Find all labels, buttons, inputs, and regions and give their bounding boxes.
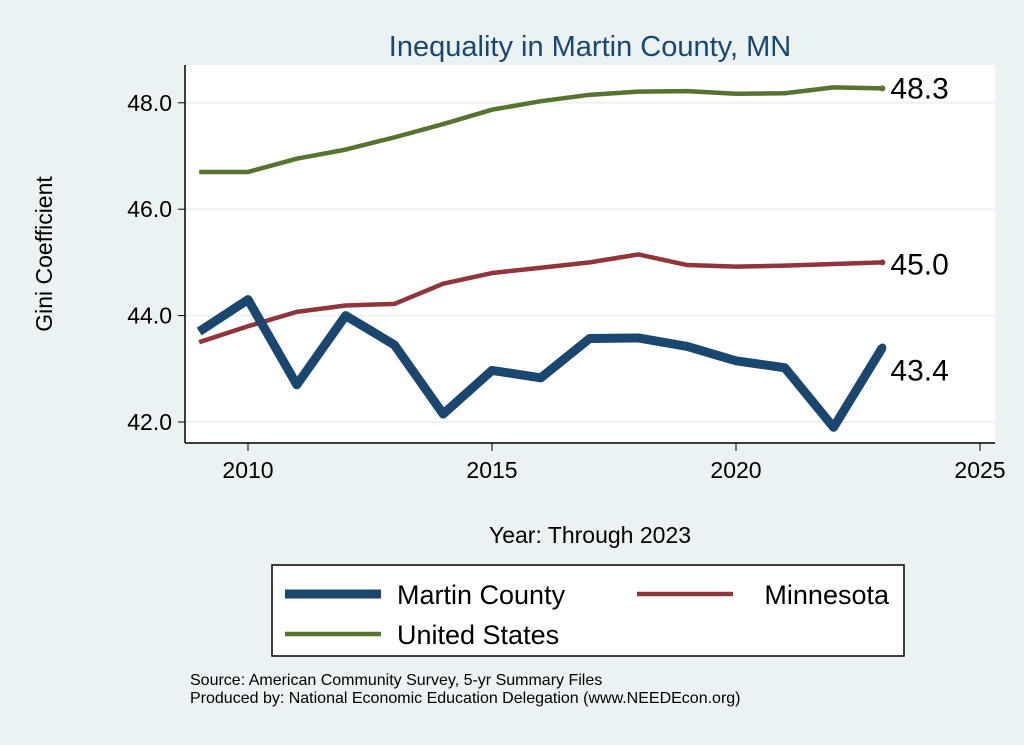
chart-title: Inequality in Martin County, MN [389, 31, 791, 63]
x-tick-label: 2020 [710, 457, 761, 483]
legend-label: Martin County [397, 580, 566, 610]
end-point [878, 343, 887, 352]
x-tick-label: 2025 [954, 457, 1005, 483]
y-axis-label: Gini Coefficient [31, 176, 57, 332]
x-tick-label: 2015 [466, 457, 517, 483]
series-line-martin-county [196, 295, 887, 432]
end-label: 48.3 [890, 72, 948, 105]
y-tick-label: 44.0 [127, 303, 172, 329]
plot-area [185, 65, 995, 443]
series-line-minnesota [198, 252, 883, 345]
x-tick-label: 2010 [222, 457, 273, 483]
x-axis-label: Year: Through 2023 [489, 522, 691, 548]
series-line-united-states [199, 85, 883, 175]
y-tick-label: 48.0 [127, 90, 172, 116]
y-tick-label: 46.0 [127, 196, 172, 222]
source-note: Source: American Community Survey, 5-yr … [190, 672, 603, 689]
legend-label: Minnesota [764, 580, 890, 610]
y-tick-label: 42.0 [127, 409, 172, 435]
legend-label: United States [397, 620, 559, 650]
producer-note: Produced by: National Economic Education… [190, 690, 741, 707]
end-point [879, 85, 886, 92]
end-label: 45.0 [890, 248, 948, 281]
legend: Martin County Minnesota United States [271, 564, 905, 657]
end-label: 43.4 [890, 355, 948, 388]
end-point [879, 259, 886, 266]
